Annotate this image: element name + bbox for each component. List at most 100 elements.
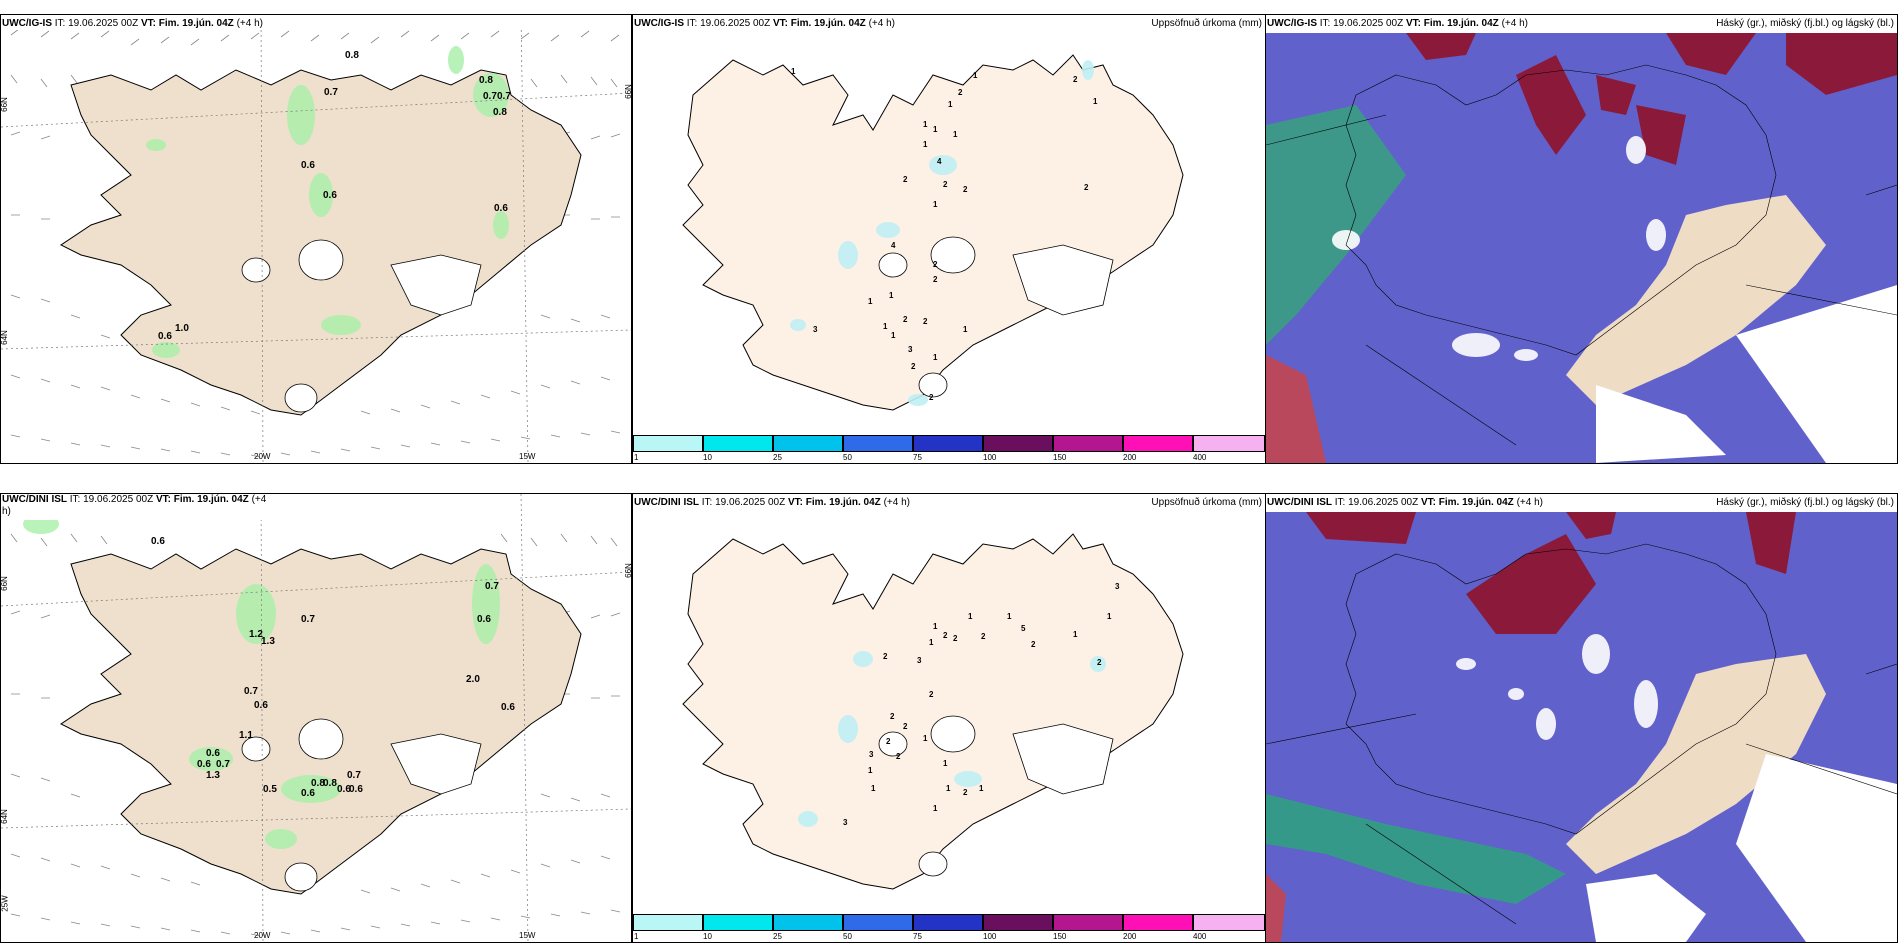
precip-value: 1	[923, 140, 928, 149]
precip-value: 0.7	[216, 759, 230, 770]
precip-value: 2	[896, 752, 901, 761]
precip-value: 2	[883, 652, 888, 661]
colorbar-label: 75	[913, 453, 922, 462]
precip-value: 0.7	[497, 91, 511, 102]
colorbar-label: 200	[1123, 932, 1137, 941]
precip-value: 0.7	[485, 581, 499, 592]
precip-value: 0.6	[158, 331, 172, 342]
precip-value: 1	[868, 297, 873, 306]
colorbar-label: 400	[1193, 932, 1207, 941]
precip-value: 1	[923, 734, 928, 743]
precip-value: 2	[1084, 183, 1089, 192]
precip-value: 0.6	[494, 203, 508, 214]
precip-value: 1	[1007, 612, 1012, 621]
wind-map-top: UWC/IG-IS IT: 19.06.2025 00Z VT: Fim. 19…	[0, 14, 632, 464]
precip-value: 2	[886, 737, 891, 746]
precip-value: 2	[903, 315, 908, 324]
precip-value: 1	[973, 71, 978, 80]
precip-value: 2	[890, 712, 895, 721]
precip-value: 3	[813, 325, 818, 334]
lat-label: 66N	[623, 84, 632, 99]
precip-value: 1.3	[206, 770, 220, 781]
precip-value: 4	[891, 241, 896, 250]
panel-subtitle: Háský (gr.), miðský (fj.bl.) og lágský (…	[1716, 18, 1894, 29]
precip-value: 1	[889, 291, 894, 300]
precip-value: 1	[923, 120, 928, 129]
panel-subtitle: Uppsöfnuð úrkoma (mm)	[1151, 18, 1262, 29]
colorbar-label: 400	[1193, 453, 1207, 462]
panel-title: UWC/DINI ISL IT: 19.06.2025 00Z VT: Fim.…	[634, 497, 910, 508]
precip-value: 1	[948, 100, 953, 109]
precip-value: 0.6	[337, 784, 351, 795]
precip-value: 0.6	[501, 702, 515, 713]
colorbar-label: 150	[1053, 453, 1067, 462]
precip-value: 2	[903, 175, 908, 184]
precip-value: 0.7	[301, 614, 315, 625]
precip-value: 0.8	[311, 778, 325, 789]
precip-value: 1	[871, 784, 876, 793]
precip-value: 1	[868, 766, 873, 775]
precip-value: 2	[929, 690, 934, 699]
precip-value: 0.8	[479, 75, 493, 86]
colorbar-swatch	[703, 435, 773, 452]
precip-value: 0.6	[151, 536, 165, 547]
precip-map-bottom: UWC/DINI ISL IT: 19.06.2025 00Z VT: Fim.…	[632, 493, 1266, 943]
lon-label: 20W	[254, 452, 271, 461]
precip-value: 0.8	[345, 50, 359, 61]
precip-value: 5	[1021, 624, 1026, 633]
cloud-map-top: UWC/IG-IS IT: 19.06.2025 00Z VT: Fim. 19…	[1265, 14, 1898, 464]
precip-value: 1	[1073, 630, 1078, 639]
precip-value: 1.2	[249, 629, 263, 640]
colorbar-swatch	[1053, 914, 1123, 931]
precip-value: 1	[1093, 97, 1098, 106]
precip-value: 2	[1073, 75, 1078, 84]
colorbar-label: 150	[1053, 932, 1067, 941]
precip-value: 1	[891, 331, 896, 340]
precip-value: 2.0	[466, 674, 480, 685]
precip-value: 0.7	[483, 91, 497, 102]
precip-value: 0.5	[263, 784, 277, 795]
colorbar-label: 25	[773, 932, 782, 941]
colorbar-label: 200	[1123, 453, 1137, 462]
colorbar-swatch	[633, 435, 703, 452]
precip-value: 1	[953, 130, 958, 139]
precip-value: 2	[963, 788, 968, 797]
panel-subtitle: Uppsöfnuð úrkoma (mm)	[1151, 497, 1262, 508]
wind-barbs-layer	[1, 494, 631, 942]
precip-value: 2	[1097, 658, 1102, 667]
precip-value: 3	[1115, 582, 1120, 591]
colorbar-swatch	[1123, 435, 1193, 452]
lat-label: 64N	[0, 330, 9, 345]
precip-value: 1	[933, 353, 938, 362]
colorbar-swatch	[1193, 914, 1265, 931]
lat-label: 66N	[0, 97, 9, 112]
panel-title: UWC/IG-IS IT: 19.06.2025 00Z VT: Fim. 19…	[1267, 18, 1528, 29]
precip-value: 0.6	[477, 614, 491, 625]
colorbar-swatch	[913, 914, 983, 931]
colorbar-swatch	[773, 435, 843, 452]
colorbar-label: 10	[703, 453, 712, 462]
lat-label: 66N	[0, 576, 9, 591]
precip-colorbar: 1 10 25 50 75 100 150 200 400	[633, 435, 1265, 463]
precip-value: 0.6	[197, 759, 211, 770]
colorbar-swatch	[843, 435, 913, 452]
colorbar-swatch	[1193, 435, 1265, 452]
panel-title: UWC/IG-IS IT: 19.06.2025 00Z VT: Fim. 19…	[634, 18, 895, 29]
precip-value: 0.6	[323, 190, 337, 201]
colorbar-label: 10	[703, 932, 712, 941]
wind-map-bottom: UWC/DINI ISL IT: 19.06.2025 00Z VT: Fim.…	[0, 493, 632, 943]
precip-value: 1.0	[175, 323, 189, 334]
precip-layer	[682, 54, 1184, 411]
precip-value: 1	[1107, 612, 1112, 621]
precip-value: 2	[923, 317, 928, 326]
lon-label: 15W	[519, 931, 536, 940]
precip-value: 0.8	[323, 778, 337, 789]
precip-value: 2	[903, 722, 908, 731]
precip-value: 4	[937, 157, 942, 166]
lon-label: 20W	[254, 931, 271, 940]
precip-value: 1	[979, 784, 984, 793]
colorbar-swatch	[983, 914, 1053, 931]
colorbar-label: 1	[634, 453, 639, 462]
lon-label: 15W	[519, 452, 536, 461]
colorbar-swatch	[983, 435, 1053, 452]
